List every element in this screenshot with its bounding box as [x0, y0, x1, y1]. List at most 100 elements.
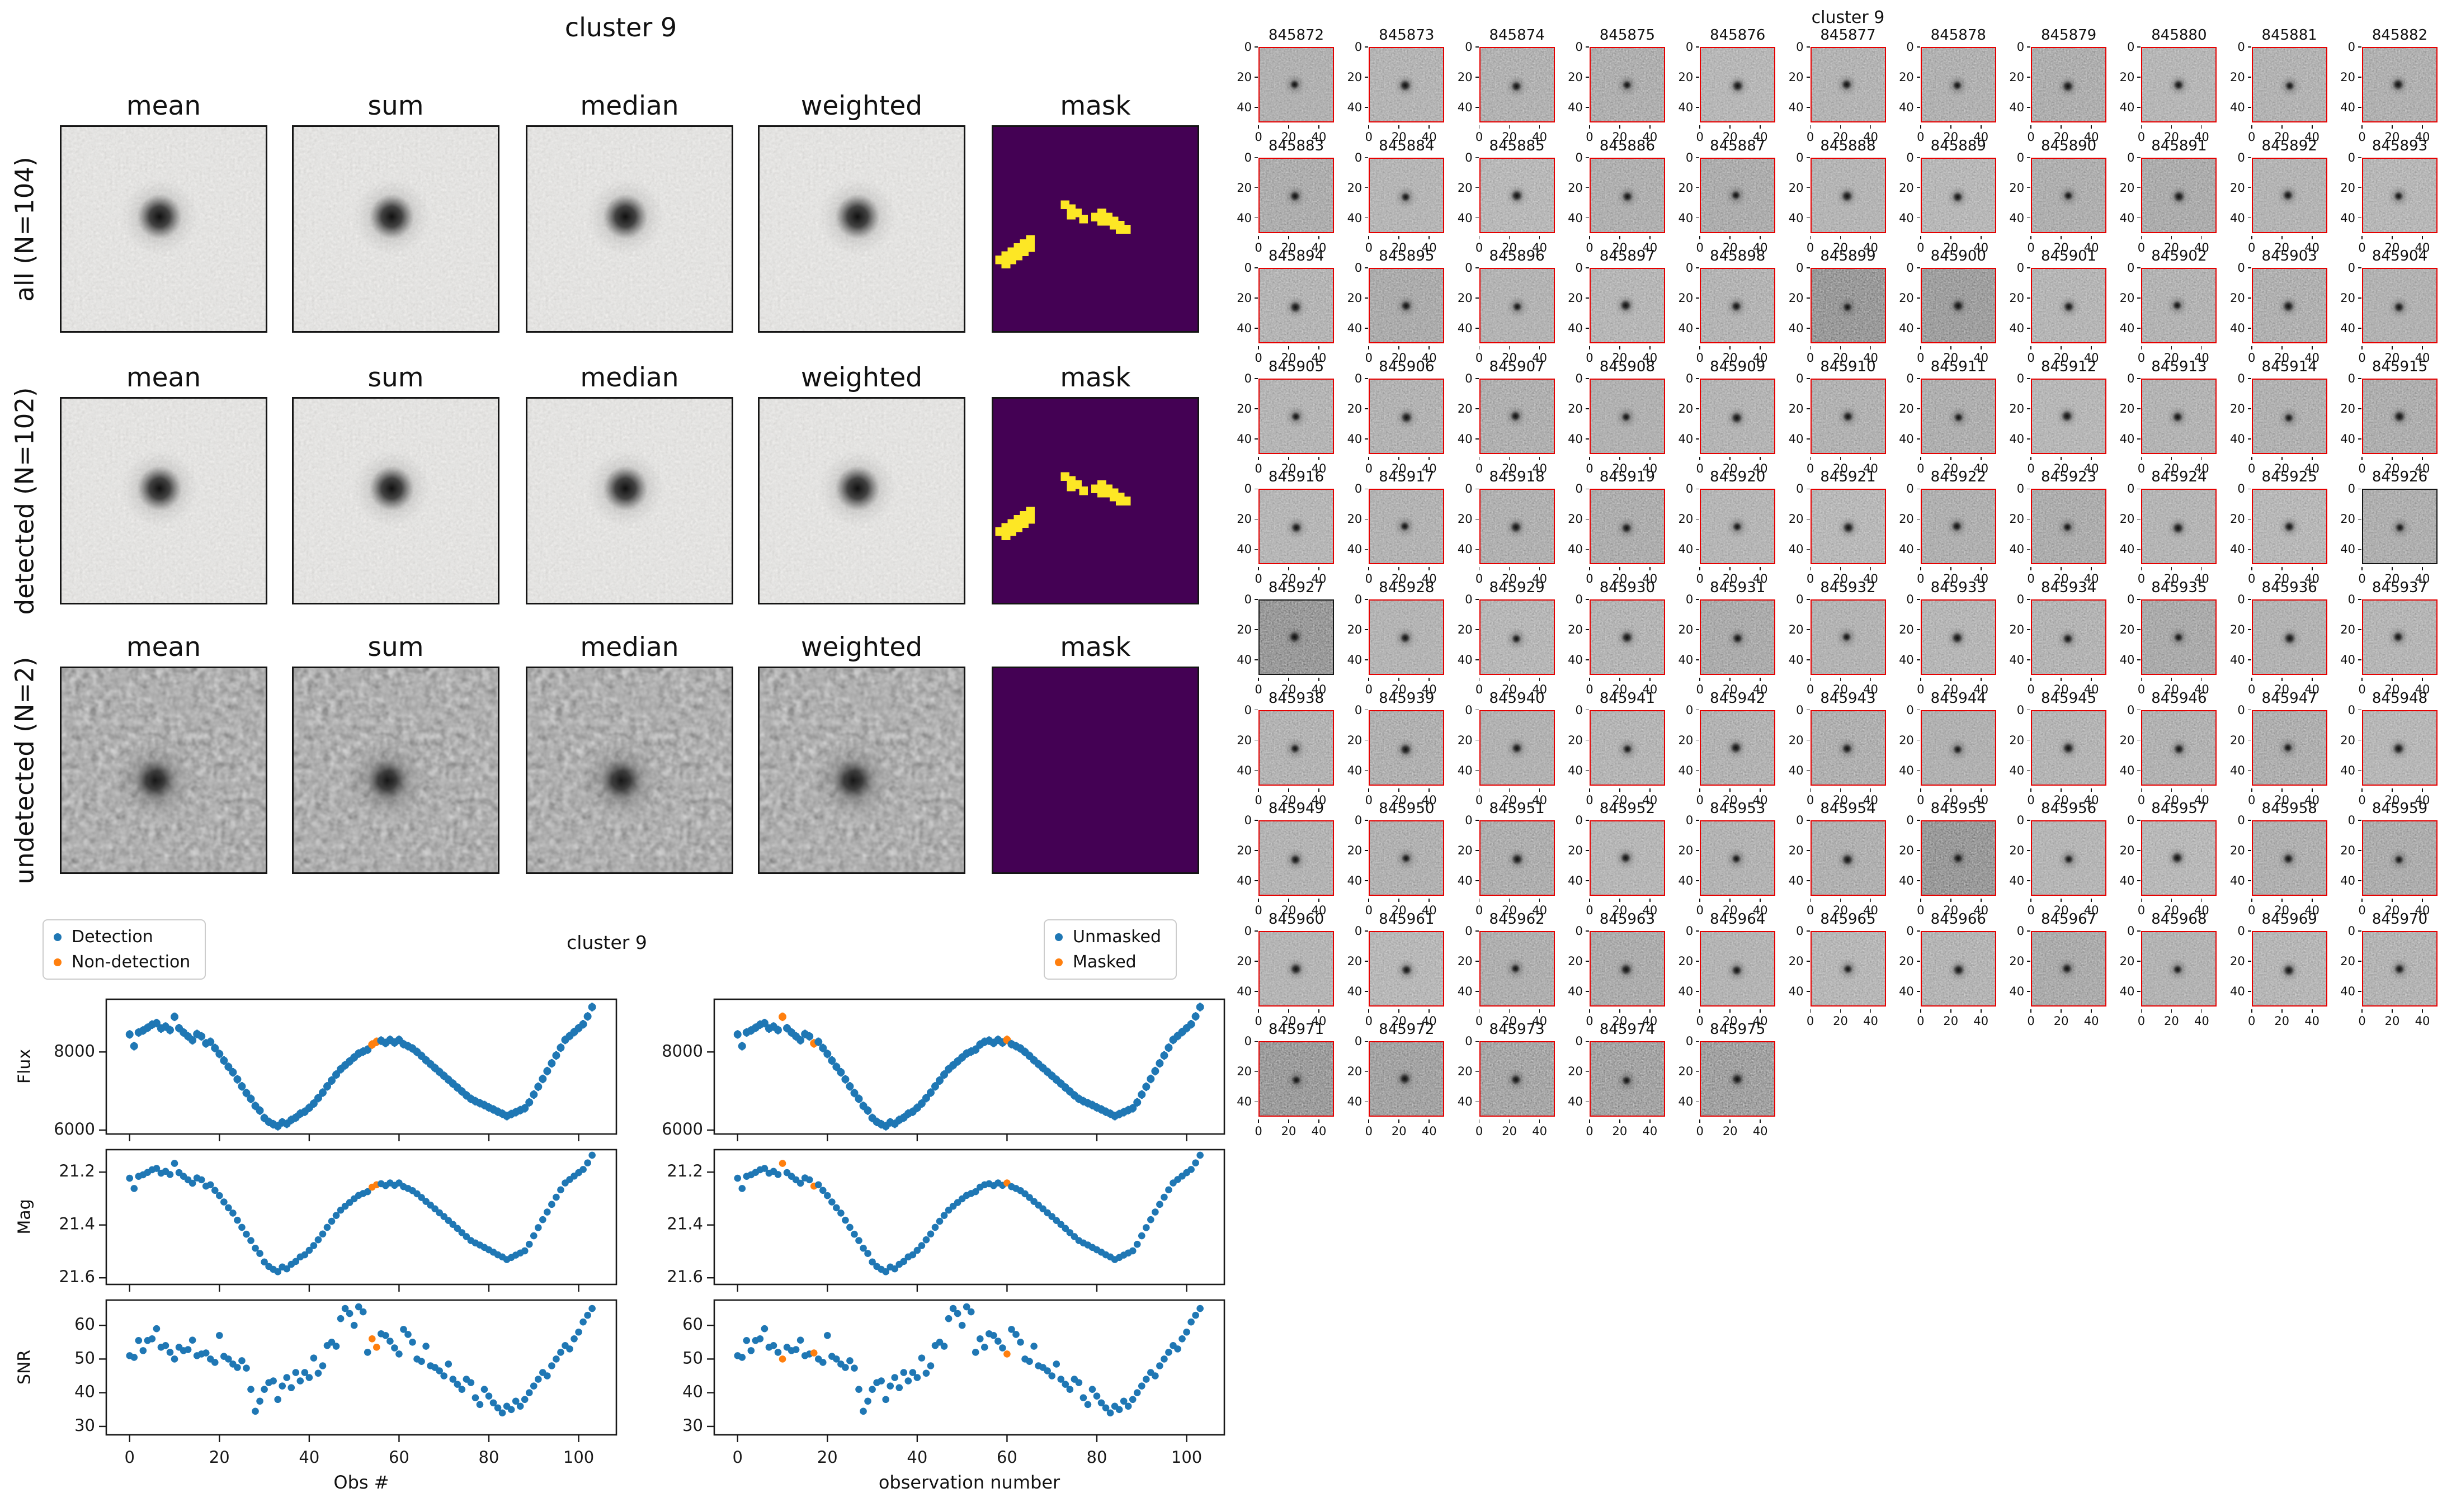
thumbnail-ytick-mark [1585, 297, 1589, 299]
thumbnail-ytick-mark [1696, 629, 1700, 630]
thumbnail-ytick-mark [1365, 1041, 1369, 1042]
thumbnail-ytick-label: 20 [1237, 291, 1252, 305]
thumbnail-xtick-mark [1840, 456, 1841, 460]
thumbnail-id: 845891 [2151, 137, 2207, 154]
stack-cutout-image [62, 127, 266, 331]
thumbnail-cell: 845897 0 0 20 20 40 40 [1556, 244, 1667, 368]
thumbnail-ytick-label: 0 [1354, 1034, 1362, 1048]
thumbnail-ytick-mark [2137, 769, 2141, 771]
thumbnail-xtick-label: 20 [1281, 351, 1296, 365]
thumbnail-ytick-mark [2358, 880, 2361, 882]
thumbnail-ytick-mark [1365, 1101, 1369, 1103]
thumbnail-ytick-label: 20 [2009, 401, 2025, 415]
thumbnail-cell: 845943 0 0 20 20 40 40 [1777, 687, 1888, 811]
thumbnail-ytick-label: 40 [2119, 653, 2135, 667]
star-cutout [1811, 490, 1885, 564]
thumbnail-xtick-label: 20 [2274, 130, 2290, 144]
thumbnail-ytick-mark [2247, 820, 2251, 821]
thumbnail-id: 845966 [1930, 910, 1986, 928]
thumbnail-cell: 845947 0 0 20 20 40 40 [2218, 687, 2330, 811]
thumbnail-xtick-label: 40 [1973, 904, 1989, 918]
thumbnail-ytick-label: 0 [2016, 371, 2025, 385]
thumbnail-xtick-mark [2422, 788, 2423, 792]
thumbnail-ytick-label: 0 [1906, 150, 1914, 164]
thumbnail-xtick-label: 0 [2248, 904, 2256, 918]
thumbnail-id: 845899 [1820, 248, 1876, 265]
thumbnail-ytick-label: 20 [1788, 844, 1804, 858]
thumbnail-cell: 845949 0 0 20 20 40 40 [1225, 797, 1336, 921]
thumbnail-ytick-label: 40 [1457, 432, 1473, 446]
thumbnail-id: 845905 [1268, 358, 1324, 375]
thumbnail-id: 845906 [1379, 358, 1435, 375]
thumbnail-xtick-mark [2251, 346, 2252, 350]
thumbnail-ytick-label: 40 [2009, 101, 2025, 114]
thumbnail-xtick-label: 0 [2027, 572, 2035, 586]
cutout-cell [60, 125, 267, 333]
thumbnail-xtick-mark [2281, 678, 2283, 681]
thumbnail-ytick-mark [1806, 267, 1810, 269]
thumbnail-ytick-label: 0 [2347, 482, 2355, 496]
thumbnail-ytick-mark [1475, 187, 1479, 188]
thumbnail-ytick-label: 20 [1899, 70, 1914, 84]
star-cutout [2363, 48, 2436, 121]
thumbnail-ytick-label: 20 [2229, 844, 2245, 858]
thumbnail-ytick-mark [2027, 107, 2031, 108]
thumbnail-ytick-label: 40 [1457, 1095, 1473, 1109]
thumbnail-xtick-mark [2141, 1009, 2142, 1013]
thumbnail-ytick-label: 20 [1678, 70, 1694, 84]
thumbnail-xtick-mark [1619, 678, 1620, 681]
thumbnail-ytick-mark [1585, 157, 1589, 158]
thumbnail-xtick-mark [1649, 346, 1651, 350]
thumbnail-xtick-mark [2361, 456, 2363, 460]
thumbnail-ytick-label: 0 [1796, 40, 1804, 54]
thumbnail-id: 845919 [1599, 469, 1656, 486]
star-cutout [2142, 269, 2216, 343]
thumbnail-ytick-label: 40 [1457, 984, 1473, 998]
thumbnail-xtick-label: 0 [1586, 240, 1593, 254]
star-cutout [1811, 601, 1885, 674]
thumbnail-image [2251, 47, 2327, 122]
thumbnail-ytick-mark [1916, 267, 1920, 269]
thumbnail-ytick-mark [2137, 328, 2141, 329]
thumbnail-ytick-label: 0 [2016, 924, 2025, 938]
thumbnail-xtick-label: 40 [1311, 130, 1327, 144]
cutout-cell [992, 667, 1199, 874]
thumbnail-ytick-label: 0 [1465, 371, 1473, 385]
star-cutout [1590, 490, 1664, 564]
thumbnail-xtick-mark [1699, 1119, 1701, 1123]
thumbnail-ytick-mark [1365, 769, 1369, 771]
thumbnail-ytick-label: 0 [1244, 924, 1252, 938]
thumbnail-cell: 845906 0 0 20 20 40 40 [1335, 355, 1446, 479]
thumbnail-xtick-mark [1478, 235, 1480, 239]
thumbnail-xtick-mark [1288, 235, 1289, 239]
thumbnail-image [1479, 930, 1555, 1007]
star-cutout [2142, 158, 2216, 232]
cutout-column-header: mean [126, 91, 201, 121]
thumbnail-ytick-mark [2358, 850, 2361, 852]
thumbnail-xtick-label: 40 [2083, 683, 2099, 696]
xlabel-right: observation number [878, 1472, 1060, 1493]
thumbnail-ytick-label: 40 [2340, 542, 2355, 556]
thumbnail-xtick-label: 0 [1365, 1124, 1373, 1138]
thumbnail-xtick-label: 40 [1752, 1014, 1768, 1028]
thumbnail-xtick-mark [2392, 1009, 2393, 1013]
thumbnail-ytick-label: 20 [1568, 1065, 1583, 1079]
thumbnail-ytick-mark [1255, 990, 1258, 992]
thumbnail-xtick-label: 0 [1365, 793, 1373, 807]
svg-text:6000: 6000 [54, 1119, 95, 1138]
thumbnail-xtick-label: 0 [1365, 1014, 1373, 1028]
thumbnail-ytick-mark [2358, 960, 2361, 962]
thumbnail-ytick-label: 0 [1354, 371, 1362, 385]
thumbnail-ytick-label: 40 [1788, 984, 1804, 998]
thumbnail-xtick-mark [1258, 346, 1259, 350]
thumbnail-xtick-mark [1539, 1119, 1540, 1123]
thumbnail-xtick-label: 20 [2274, 1014, 2290, 1028]
thumbnail-cell: 845876 0 0 20 20 40 40 [1666, 23, 1778, 148]
thumbnail-xtick-mark [2392, 567, 2393, 571]
thumbnail-ytick-label: 0 [1465, 924, 1473, 938]
thumbnail-id: 845898 [1710, 248, 1766, 265]
thumbnail-image [1700, 710, 1776, 786]
star-cutout [1701, 821, 1775, 895]
thumbnail-ytick-label: 0 [2347, 261, 2355, 275]
thumbnail-cell: 845968 0 0 20 20 40 40 [2108, 908, 2219, 1032]
